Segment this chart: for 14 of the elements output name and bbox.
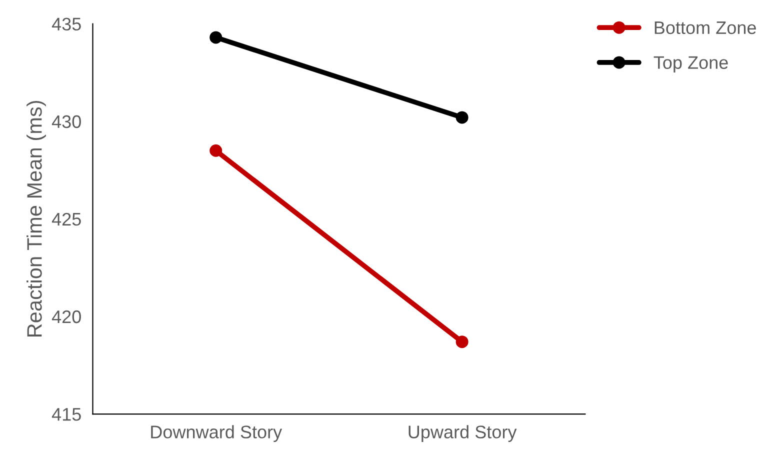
y-tick-label: 430 (52, 115, 81, 128)
x-tick-label: Downward Story (151, 425, 282, 442)
point (210, 31, 222, 44)
y-axis-title: Reaction Time Mean (ms) (26, 100, 46, 336)
point (456, 336, 468, 348)
point (456, 111, 468, 124)
y-tick-label: 415 (52, 408, 81, 421)
point (210, 144, 222, 157)
legend-label: Top Zone (654, 56, 728, 73)
y-tick-label: 425 (52, 212, 81, 226)
x-tick-label: Upward Story (408, 425, 517, 442)
legend-label: Bottom Zone (654, 21, 756, 34)
y-tick-label: 435 (52, 18, 81, 31)
y-tick-label: 420 (52, 310, 81, 324)
